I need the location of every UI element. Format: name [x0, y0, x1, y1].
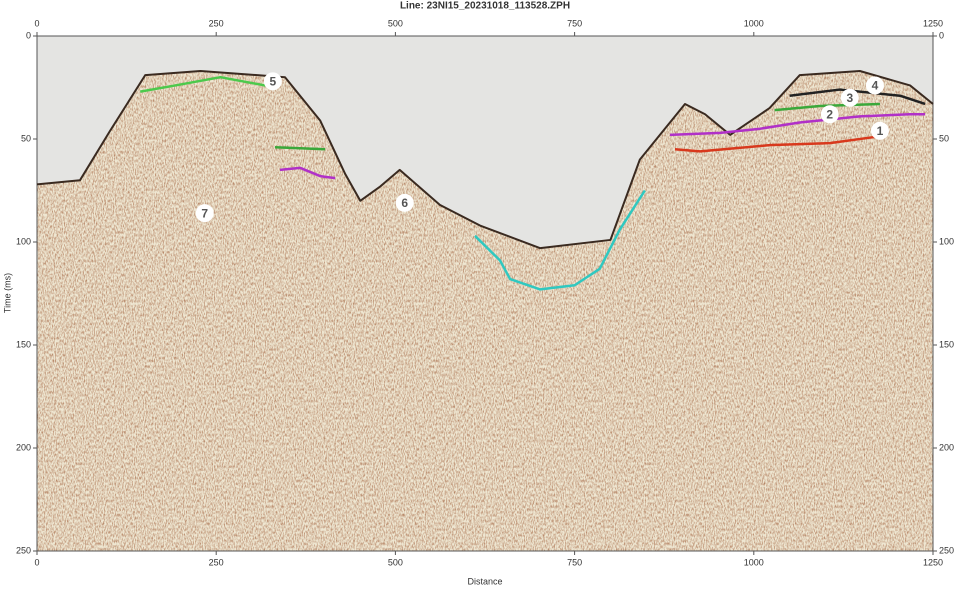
- annotation-marker: [395, 193, 414, 212]
- y-tick-label: 0: [26, 30, 31, 40]
- seafloor: [36, 70, 934, 250]
- y-tick-label: 200: [939, 442, 954, 452]
- annotation: 6: [401, 196, 408, 210]
- plot-frame: [36, 35, 934, 552]
- annotation: 7: [201, 206, 208, 220]
- x-tick-label: 1250: [923, 557, 943, 567]
- annotation: 2: [826, 107, 833, 121]
- x-tick-label: 0: [34, 557, 39, 567]
- x-tick-label: 1000: [744, 557, 764, 567]
- annotation: 3: [847, 91, 854, 105]
- annotation-marker: [820, 105, 839, 124]
- y-tick-label: 100: [939, 236, 954, 246]
- y-tick-label: 0: [939, 30, 944, 40]
- x-axis-title: Distance: [467, 576, 502, 586]
- y-tick-label: 50: [21, 133, 31, 143]
- horizon: [474, 189, 646, 291]
- x-tick-label: 750: [567, 18, 582, 28]
- x-tick-label: 750: [567, 557, 582, 567]
- x-tick-label: 250: [209, 557, 224, 567]
- x-tick-label: 0: [34, 18, 39, 28]
- x-tick-label: 250: [209, 18, 224, 28]
- annotation: 1: [877, 124, 884, 138]
- y-tick-label: 250: [16, 545, 31, 555]
- y-tick-label: 100: [16, 236, 31, 246]
- horizon: [669, 113, 926, 137]
- x-tick-label: 1000: [744, 18, 764, 28]
- annotation-marker: [840, 88, 859, 107]
- horizon: [274, 145, 326, 151]
- annotation-marker: [865, 76, 884, 95]
- x-tick-label: 500: [388, 18, 403, 28]
- y-tick-label: 200: [16, 442, 31, 452]
- annotation-marker: [195, 204, 214, 223]
- horizon: [674, 135, 876, 153]
- y-tick-label: 150: [939, 339, 954, 349]
- y-tick-label: 250: [939, 545, 954, 555]
- chart-title: Line: 23NI15_20231018_113528.ZPH: [400, 1, 570, 12]
- water-column: [37, 36, 933, 249]
- y-tick-label: 50: [939, 133, 949, 143]
- annotation: 5: [269, 74, 276, 88]
- annotation-marker: [263, 72, 282, 91]
- annotation: 4: [872, 79, 879, 93]
- x-tick-label: 500: [388, 557, 403, 567]
- horizon: [774, 102, 880, 112]
- x-tick-label: 1250: [923, 18, 943, 28]
- annotation-marker: [870, 121, 889, 140]
- y-axis-title: Time (ms): [2, 273, 12, 313]
- horizon: [279, 166, 336, 180]
- y-tick-label: 150: [16, 339, 31, 349]
